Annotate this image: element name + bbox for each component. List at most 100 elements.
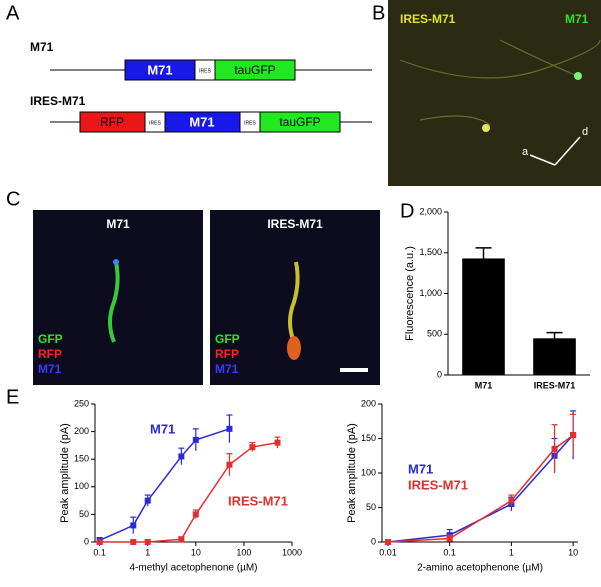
y-tick-label: 1,500 xyxy=(419,247,442,257)
glomerulus xyxy=(482,124,490,132)
neuron-tip xyxy=(113,259,119,265)
y-axis-label: Fluorescence (a.u.) xyxy=(404,246,416,341)
micrograph xyxy=(33,210,203,385)
segment-label: M71 xyxy=(147,62,172,77)
x-tick-label: 10 xyxy=(568,547,578,557)
data-point xyxy=(130,522,137,529)
glomerulus xyxy=(574,72,582,80)
x-tick-label: 1 xyxy=(145,547,150,557)
series-line xyxy=(99,441,278,543)
data-point xyxy=(96,539,103,545)
series-line xyxy=(99,428,230,542)
data-point xyxy=(551,445,558,452)
y-tick-label: 50 xyxy=(366,502,376,512)
segment xyxy=(214,59,296,81)
y-tick-label: 150 xyxy=(361,433,376,443)
segment-label: IRES xyxy=(199,68,211,74)
data-point xyxy=(570,432,577,439)
panel-label: E xyxy=(6,386,19,408)
y-tick-label: 200 xyxy=(361,398,376,408)
panel-label: B xyxy=(372,2,385,24)
data-point xyxy=(178,536,185,543)
segment-label: IRES xyxy=(149,120,161,126)
y-tick-label: 150 xyxy=(74,454,89,464)
image-label: IRES-M71 xyxy=(400,12,456,26)
data-point xyxy=(130,539,137,545)
channel-label: GFP xyxy=(38,332,63,346)
image-title: M71 xyxy=(106,217,130,231)
y-tick-label: 0 xyxy=(84,536,89,546)
axis-label: a xyxy=(522,146,529,158)
channel-label: GFP xyxy=(215,332,240,346)
x-axis-label: 2-amino acetophenone (µM) xyxy=(417,563,543,574)
panel-label: A xyxy=(6,2,20,24)
segment xyxy=(259,111,341,133)
scale-bar xyxy=(340,368,368,372)
bar xyxy=(462,258,505,375)
construct-diagram: M71 M71 IRES tauGFP IRES-M71 RFP IRES M7… xyxy=(30,40,372,133)
x-tick-label: 0.01 xyxy=(379,547,397,557)
segment-label: M71 xyxy=(189,114,214,129)
micrograph xyxy=(388,0,601,186)
y-tick-label: 2,000 xyxy=(419,206,442,216)
series-label: IRES-M71 xyxy=(228,493,288,508)
series-label: M71 xyxy=(150,421,175,436)
neuron-soma xyxy=(287,336,301,360)
y-tick-label: 0 xyxy=(437,369,442,379)
bar xyxy=(533,338,576,375)
data-point xyxy=(446,535,453,542)
y-tick-label: 1,000 xyxy=(419,288,442,298)
data-point xyxy=(384,539,391,545)
image-b: IRES-M71 M71 a d xyxy=(388,0,601,186)
x-tick-label: 0.1 xyxy=(93,547,106,557)
neuron xyxy=(108,261,120,343)
image-title: IRES-M71 xyxy=(267,217,323,231)
x-tick-label: M71 xyxy=(475,380,493,390)
axon-texture xyxy=(399,39,601,126)
y-axis-label: Peak amplitude (pA) xyxy=(59,423,71,523)
x-tick-label: 10 xyxy=(191,547,201,557)
channel-label: RFP xyxy=(38,347,62,361)
neuron xyxy=(288,261,300,343)
y-tick-label: 200 xyxy=(74,426,89,436)
axis-label: d xyxy=(582,126,588,138)
data-point xyxy=(144,497,151,504)
data-point xyxy=(226,425,233,432)
panel-label: C xyxy=(6,188,20,210)
x-tick-label: 1000 xyxy=(282,547,302,557)
segment-label: IRES xyxy=(244,120,256,126)
data-point xyxy=(178,453,185,460)
y-tick-label: 50 xyxy=(79,509,89,519)
channel-label: M71 xyxy=(38,362,62,376)
data-point xyxy=(192,436,199,443)
arrow xyxy=(554,136,581,166)
image-label: M71 xyxy=(565,12,589,26)
arrow xyxy=(529,154,556,166)
x-tick-label: 100 xyxy=(236,547,251,557)
segment-label: tauGFP xyxy=(279,115,320,129)
row-label: IRES-M71 xyxy=(30,94,86,108)
x-axis-label: 4-methyl acetophenone (µM) xyxy=(129,563,257,574)
y-tick-label: 100 xyxy=(74,481,89,491)
x-tick-label: 0.1 xyxy=(443,547,456,557)
channel-label: RFP xyxy=(215,347,239,361)
data-point xyxy=(192,511,199,518)
x-tick-label: 1 xyxy=(509,547,514,557)
segment-label: tauGFP xyxy=(234,63,275,77)
data-point xyxy=(226,461,233,468)
y-tick-label: 500 xyxy=(427,329,442,339)
y-tick-label: 250 xyxy=(74,398,89,408)
data-point xyxy=(274,439,281,446)
series-label: M71 xyxy=(408,461,433,476)
y-tick-label: 0 xyxy=(371,536,376,546)
data-point xyxy=(249,444,256,451)
image-c: M71 IRES-M71 GFP RFP M71 GFP RFP M71 xyxy=(33,210,380,385)
y-tick-label: 100 xyxy=(361,467,376,477)
row-label: M71 xyxy=(30,40,54,54)
x-tick-label: IRES-M71 xyxy=(534,380,576,390)
data-point xyxy=(508,497,515,504)
segment-label: RFP xyxy=(100,115,124,129)
channel-label: M71 xyxy=(215,362,239,376)
panel-label: D xyxy=(400,200,414,222)
